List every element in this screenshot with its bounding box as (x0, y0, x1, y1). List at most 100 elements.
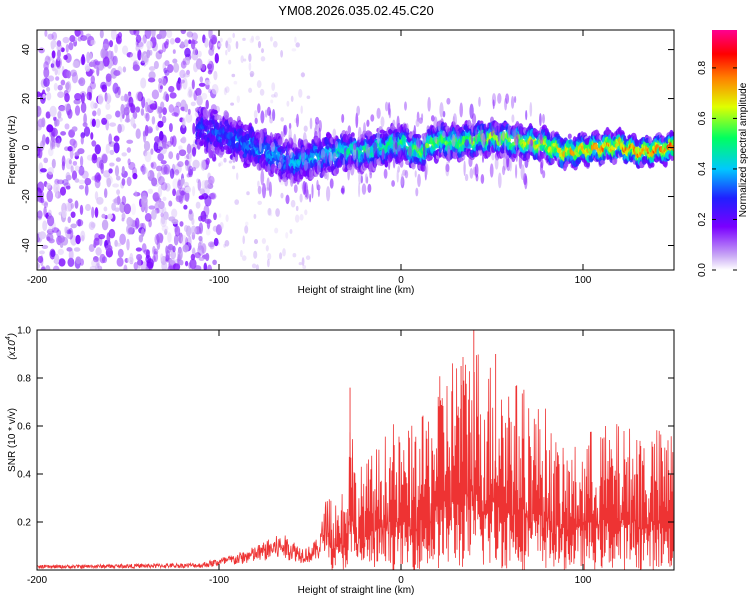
spectrogram-cell (119, 111, 123, 123)
spectrogram-cell (515, 164, 518, 179)
spectrogram-cell (538, 155, 542, 163)
spectrogram-cell (442, 130, 446, 139)
spectrogram-cell (199, 76, 204, 83)
spectrogram-cell (317, 188, 320, 198)
spectrogram-cell (120, 95, 125, 102)
spectrogram-cell (116, 35, 122, 45)
spectrogram-cell (113, 197, 122, 206)
spectrogram-cell (294, 214, 300, 223)
spectrogram-cell (383, 168, 388, 179)
spectrogram-cell (183, 204, 188, 210)
spectrogram-cell (154, 136, 161, 143)
spectrogram-cell (133, 30, 140, 36)
spectrogram-cell (56, 229, 62, 237)
spectrogram-cell (174, 37, 181, 44)
spectrogram-cell (257, 103, 261, 114)
spectrogram-cell (187, 108, 191, 115)
spectrogram-cell (223, 87, 227, 96)
spectrogram-cell (154, 233, 160, 245)
spectrogram-cell (135, 44, 140, 52)
spectrogram-cell (90, 39, 96, 46)
spectrogram-cell (504, 151, 507, 159)
spectrogram-cell (211, 36, 217, 45)
spectrogram-cell (207, 241, 215, 248)
spectrogram-cell (164, 182, 171, 192)
spectrogram-cell (192, 185, 196, 197)
spectrogram-cell (230, 102, 235, 106)
spectrogram-cell (358, 172, 362, 185)
spectrogram-cell (121, 152, 127, 157)
spectrogram-cell (171, 218, 179, 225)
spectrogram-cell (162, 141, 167, 149)
spectrogram-cell (80, 102, 87, 114)
spectrogram-cell (40, 197, 45, 204)
spectrogram-cell (236, 95, 241, 103)
spectrogram-y-tick-label: 0 (21, 144, 32, 150)
spectrogram-cell (151, 209, 157, 220)
spectrogram-cell (129, 52, 138, 61)
spectrogram-cell (126, 238, 130, 251)
snr-y-tick-label: 1.0 (17, 326, 31, 337)
spectrogram-cell (194, 252, 201, 259)
spectrogram-cell (434, 135, 438, 144)
spectrogram-cell (183, 181, 189, 188)
spectrogram-cell (167, 64, 174, 73)
spectrogram-cell (74, 105, 81, 116)
spectrogram-cell (129, 252, 134, 263)
spectrogram-cell (94, 191, 99, 201)
spectrogram-cell (37, 145, 41, 157)
spectrogram-cell (103, 206, 108, 212)
spectrogram-cell (85, 33, 92, 39)
spectrogram-cell (46, 190, 54, 203)
spectrogram-cell (437, 119, 441, 132)
spectrogram-cell (102, 43, 109, 50)
spectrogram-x-tick-label: 100 (575, 275, 592, 286)
spectrogram-cell (140, 108, 145, 116)
spectrogram-cell (107, 213, 113, 220)
spectrogram-cell (298, 88, 303, 98)
spectrogram-cell (341, 113, 345, 123)
spectrogram-cell (232, 32, 235, 39)
figure-title: YM08.2026.035.02.45.C20 (278, 3, 433, 18)
spectrogram-cell (348, 153, 352, 169)
spectrogram-cell (44, 30, 48, 37)
spectrogram-cell (291, 48, 297, 52)
spectrogram-cell (249, 70, 255, 77)
spectrogram-cell (112, 82, 119, 94)
spectrogram-cell (66, 229, 72, 235)
spectrogram-cell (334, 140, 339, 149)
spectrogram-cell (78, 165, 85, 176)
spectrogram-cell (198, 235, 203, 242)
spectrogram-cell (180, 60, 187, 69)
spectrogram-cell (189, 258, 197, 270)
spectrogram-cell (214, 52, 219, 64)
spectrogram-cell (172, 178, 179, 190)
spectrogram-cell (188, 208, 193, 215)
spectrogram-cell (300, 146, 305, 163)
spectrogram-cell (279, 252, 283, 260)
spectrogram-cell (208, 193, 216, 200)
spectrogram-cell (456, 130, 460, 140)
spectrogram-cell (508, 157, 513, 172)
spectrogram-cell (91, 140, 97, 147)
colorbar-gradient (712, 30, 737, 270)
spectrogram-cell (185, 113, 193, 123)
spectrogram-cell (314, 130, 318, 145)
spectrogram-cell (416, 137, 420, 152)
spectrogram-cell (37, 91, 41, 98)
snr-x-tick-label: -100 (209, 575, 229, 586)
spectrogram-cell (539, 132, 543, 141)
spectrogram-cell (114, 44, 118, 54)
spectrogram-cell (141, 243, 147, 253)
spectrogram-cell (46, 86, 51, 92)
spectrogram-cell (266, 177, 270, 191)
spectrogram-cell (309, 117, 313, 130)
spectrogram-cell (470, 129, 474, 145)
spectrogram-cell (203, 204, 210, 217)
spectrogram-cell (260, 48, 265, 54)
spectrogram-cell (85, 203, 91, 212)
spectrogram-cell (269, 212, 273, 217)
spectrogram-cell (114, 165, 120, 177)
spectrogram-cell (120, 103, 125, 115)
spectrogram-cell (99, 253, 106, 264)
